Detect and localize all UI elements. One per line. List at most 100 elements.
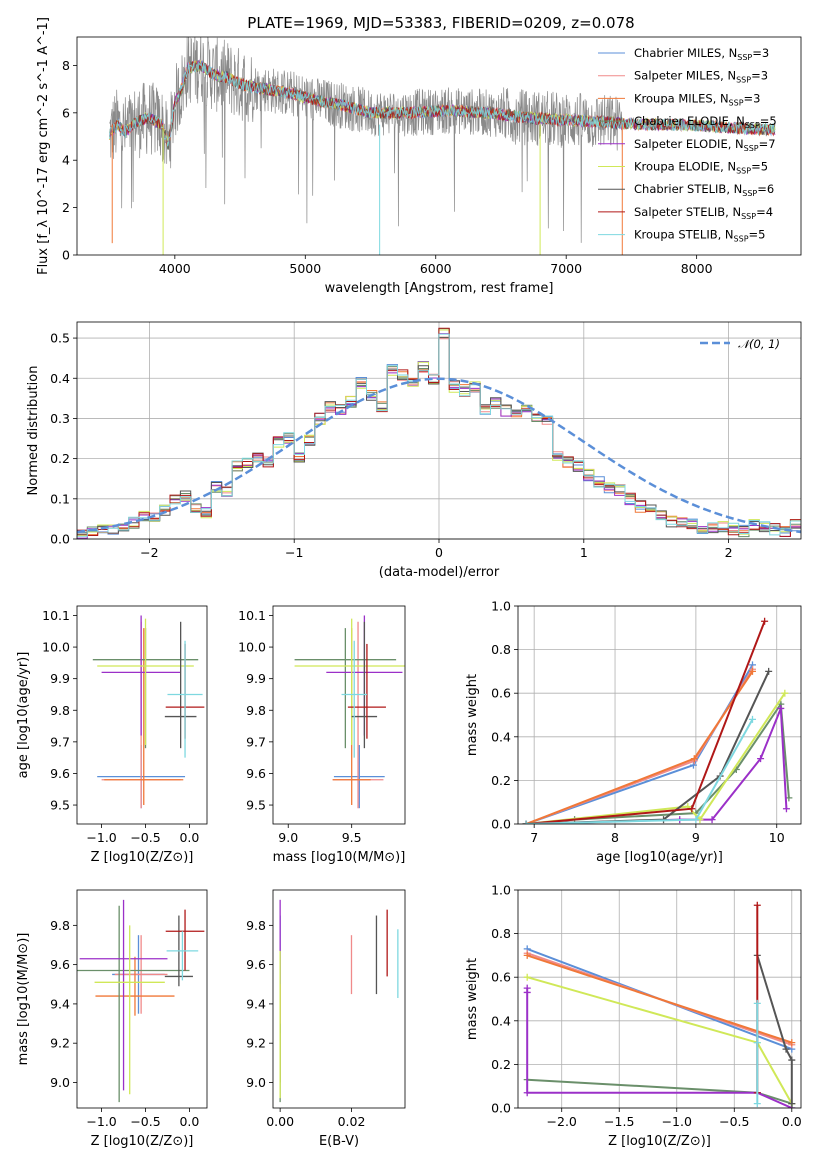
x-tick-label: −0.5 — [130, 1114, 160, 1129]
legend-subscript: SSP — [742, 189, 757, 198]
y-tick-label: 0.0 — [491, 1101, 511, 1116]
x-tick-label: 0.00 — [266, 1114, 294, 1129]
y-axis-label: Flux [f_λ 10^-17 erg cm^-2 s^-1 A^-1] — [36, 17, 51, 275]
series-chabrier-miles — [525, 664, 754, 824]
series-marker — [523, 988, 531, 996]
y-tick-label: 0.3 — [50, 411, 70, 426]
x-tick-label: 2 — [725, 545, 733, 560]
x-tick-label: 7 — [530, 830, 538, 845]
series-kroupa-miles — [526, 954, 793, 1044]
chart-residuals: −2 −1 0 1 2 0.0 0.1 0.2 0.3 0.4 0.5 𝒩(0, 1) (data-mo… — [26, 321, 802, 580]
series-salpeter-stelib — [526, 620, 766, 824]
legend-label: Kroupa MILES, NSSP=3 — [634, 91, 760, 107]
axes-frame — [272, 605, 406, 825]
y-tick-label: 9.9 — [246, 671, 266, 686]
axes-frame — [76, 321, 802, 540]
plot-area-mass-weight-vs-age — [522, 617, 793, 824]
x-tick-label: 9 — [692, 830, 700, 845]
y-tick-label: 0.2 — [491, 1057, 511, 1072]
model-spectrum-kroupa-stelib — [109, 61, 776, 147]
y-tick-label: 2 — [62, 200, 70, 215]
axes-frame — [76, 36, 802, 256]
series-marker — [757, 755, 765, 763]
x-tick-label: 0.0 — [179, 830, 199, 845]
legend-label: 𝒩(0, 1) — [738, 337, 780, 351]
y-tick-label: 9.5 — [50, 798, 70, 813]
y-tick-label: 8 — [62, 58, 70, 73]
chart-mass-vs-Z: −1.0 −0.5 0.0 9.0 9.2 9.4 9.6 9.8 Z [log10(Z/Z⊙)… — [16, 889, 208, 1149]
series-kroupa-elodie — [525, 692, 786, 824]
y-tick-label: 10.1 — [42, 608, 70, 623]
y-tick-label: 0.8 — [491, 642, 511, 657]
series-marker — [522, 820, 530, 824]
x-axis-label: Z [log10(Z/Z⊙)] — [91, 1134, 194, 1149]
legend-value: =4 — [756, 205, 773, 219]
legend-value: =3 — [744, 91, 761, 105]
y-tick-label: 9.6 — [246, 957, 266, 972]
x-axis-label: (data-model)/error — [379, 565, 500, 580]
x-tick-label: −1.0 — [662, 1114, 692, 1129]
series-marker — [748, 667, 756, 675]
series-marker — [690, 755, 698, 763]
legend-label: Salpeter ELODIE, NSSP=7 — [634, 137, 776, 153]
series-chabrier-stelib — [756, 955, 793, 1104]
legend-label: Chabrier ELODIE, NSSP=5 — [634, 114, 777, 130]
y-tick-label: 9.6 — [50, 957, 70, 972]
series-marker — [692, 816, 700, 824]
plot-area-residuals — [77, 327, 801, 539]
series-kroupa-elodie — [526, 976, 793, 1105]
axes-frame — [76, 889, 208, 1109]
y-tick-label: 6 — [62, 105, 70, 120]
y-tick-label: 0.4 — [491, 1013, 511, 1028]
legend-value: =3 — [752, 46, 769, 60]
y-tick-label: 0.4 — [491, 729, 511, 744]
x-tick-label: 0.0 — [179, 1114, 199, 1129]
plot-area-age-vs-Z — [92, 615, 205, 809]
y-tick-label: 9.7 — [246, 734, 266, 749]
series-marker — [523, 1089, 531, 1097]
y-tick-label: 1.0 — [491, 883, 511, 898]
axes-frame — [272, 889, 406, 1109]
legend-subscript: SSP — [744, 144, 759, 153]
series-marker — [782, 1045, 790, 1053]
x-tick-label: −1.5 — [604, 1114, 634, 1129]
y-axis-label: mass weight — [465, 674, 480, 756]
x-tick-label: −0.5 — [130, 830, 160, 845]
y-tick-label: 0.4 — [50, 371, 70, 386]
y-tick-label: 0.5 — [50, 331, 70, 346]
y-tick-label: 4 — [62, 153, 70, 168]
x-tick-label: 9.0 — [278, 830, 298, 845]
series-salpeter-miles — [525, 668, 754, 824]
x-tick-label: 8 — [611, 830, 619, 845]
x-tick-label: −2 — [140, 545, 158, 560]
normal-curve — [77, 377, 801, 534]
data-spectrum-line — [109, 37, 623, 243]
legend-label: Salpeter STELIB, NSSP=4 — [634, 205, 773, 221]
y-tick-label: 0 — [62, 248, 70, 263]
x-tick-label: 8000 — [681, 261, 713, 276]
series-marker — [523, 973, 531, 981]
y-tick-label: 0.0 — [50, 532, 70, 547]
x-tick-label: 5000 — [289, 261, 321, 276]
series-marker — [748, 715, 756, 723]
legend-subscript: SSP — [745, 121, 760, 130]
series-marker — [761, 617, 769, 625]
x-axis-label: wavelength [Angstrom, rest frame] — [325, 281, 554, 296]
y-tick-label: 9.0 — [50, 1075, 70, 1090]
legend-label: Salpeter MILES, NSSP=3 — [634, 69, 768, 85]
x-axis-label: age [log10(age/yr)] — [596, 850, 723, 865]
legend-value: =7 — [759, 137, 776, 151]
legend-value: =5 — [751, 160, 768, 174]
legend-subscript: SSP — [736, 76, 751, 85]
x-axis-label: Z [log10(Z/Z⊙)] — [91, 850, 194, 865]
series-kroupa-stelib — [526, 718, 754, 824]
series-marker — [689, 761, 697, 769]
figure-title: PLATE=1969, MJD=53383, FIBERID=0209, z=0… — [247, 14, 634, 32]
axes-frame — [517, 889, 802, 1109]
x-tick-label: 4000 — [159, 261, 191, 276]
series-chabrier-elodie — [526, 701, 790, 824]
legend-subscript: SSP — [734, 235, 749, 244]
y-tick-label: 9.8 — [246, 918, 266, 933]
legend-subscript: SSP — [741, 212, 756, 221]
legend-value: =6 — [757, 182, 774, 196]
